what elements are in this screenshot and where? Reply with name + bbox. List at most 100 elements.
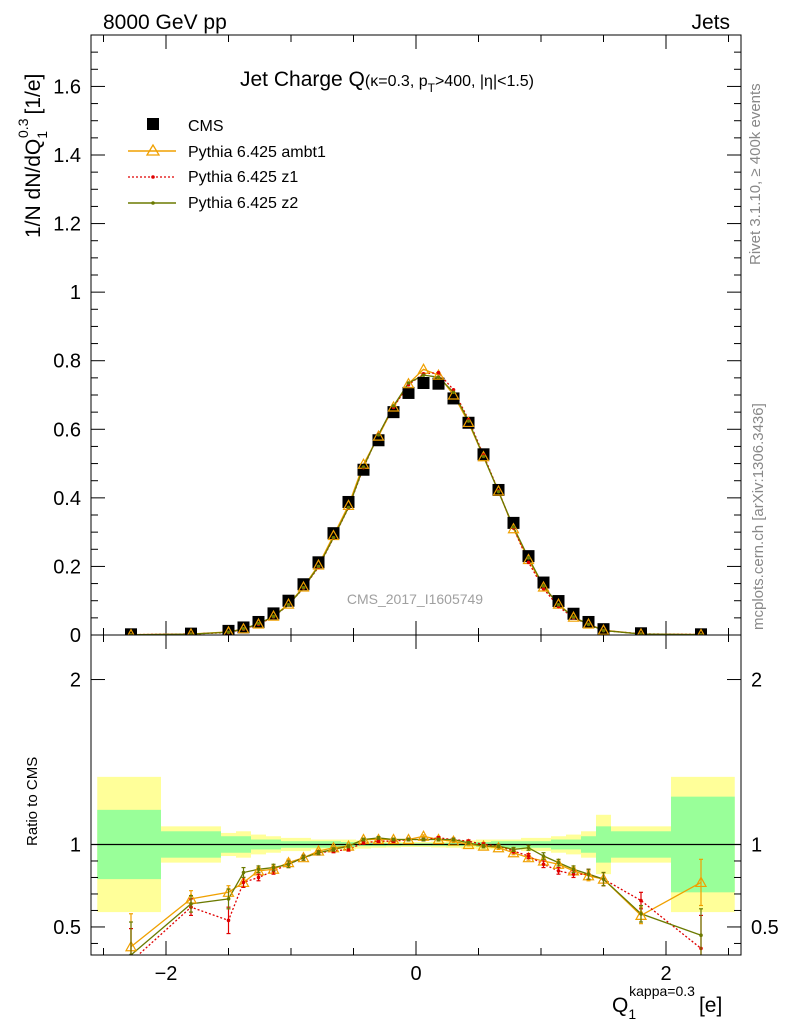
watermark: CMS_2017_I1605749 xyxy=(347,591,483,607)
ratio-point-z2 xyxy=(466,841,471,845)
main-point-ambt1 xyxy=(297,580,310,592)
ratio-point-ambt1 xyxy=(492,841,505,853)
ratio-point-z2 xyxy=(526,845,531,850)
x-label-sub: 1 xyxy=(628,1006,636,1022)
main-y-tick-label: 1.2 xyxy=(53,214,81,236)
ratio-point-z2 xyxy=(556,860,561,865)
main-point-ambt1 xyxy=(237,622,250,634)
cms-point xyxy=(695,628,707,635)
main-point-z1 xyxy=(436,370,441,375)
ratio-point-ambt1 xyxy=(582,869,595,881)
ratio-point-ambt1 xyxy=(694,876,708,888)
legend-marker-z1 xyxy=(151,175,155,179)
main-point-z2 xyxy=(586,622,591,627)
ratio-point-z1 xyxy=(226,918,231,923)
main-point-ambt1 xyxy=(477,450,490,462)
ratio-point-z2 xyxy=(226,897,231,901)
ratio-y-tick-labels: 0.5 0.5 1 1 2 2 xyxy=(53,670,779,939)
main-point-z2 xyxy=(376,432,381,437)
main-point-ambt1 xyxy=(507,522,520,534)
main-point-ambt1 xyxy=(312,558,325,570)
ratio-point-z2 xyxy=(406,837,411,842)
main-y-tick-label: 1.4 xyxy=(53,145,81,167)
ratio-point-z2 xyxy=(271,865,276,870)
ratio-point-z2 xyxy=(189,902,193,906)
cms-point xyxy=(185,627,197,635)
ratio-point-z2 xyxy=(601,877,606,881)
ratio-point-z2 xyxy=(451,837,456,842)
main-point-z2 xyxy=(639,632,643,635)
main-point-ambt1 xyxy=(402,377,415,389)
main-point-z2 xyxy=(436,375,441,379)
ratio-point-z1 xyxy=(526,854,531,858)
ratio-y-tick-label: 0.5 xyxy=(53,917,81,939)
ratio-point-ambt1 xyxy=(297,851,310,863)
x-label-unit: [e] xyxy=(699,994,722,1017)
legend-label-z1: Pythia 6.425 z1 xyxy=(188,169,298,186)
ratio-series-layer xyxy=(124,830,708,955)
ratio-point-z2 xyxy=(346,844,351,848)
ratio-point-z2 xyxy=(586,872,591,876)
ratio-uncertainty-bands xyxy=(91,776,741,913)
main-point-ambt1 xyxy=(282,597,295,609)
ratio-point-z2 xyxy=(541,854,546,858)
ratio-point-z2 xyxy=(301,855,306,860)
main-point-z2 xyxy=(271,614,276,619)
ratio-point-z2 xyxy=(331,847,336,852)
ratio-point-z2 xyxy=(316,850,321,855)
main-point-ambt1 xyxy=(223,625,234,635)
ratio-y-tick-label-right: 0.5 xyxy=(751,917,779,939)
ratio-point-z1 xyxy=(241,880,246,885)
main-point-z2 xyxy=(316,564,321,569)
x-tick-label: −2 xyxy=(155,963,178,985)
ratio-point-z1 xyxy=(346,847,351,852)
ratio-y-tick-label-right: 1 xyxy=(751,834,762,856)
chart-title-rest: >400, |η|<1.5) xyxy=(435,73,534,90)
main-y-label-text: 1/N dN/dQ xyxy=(22,139,45,238)
chart-title: Jet Charge Q(κ=0.3, pT>400, |η|<1.5) xyxy=(240,68,534,95)
x-tick-labels: −2 0 2 xyxy=(155,963,672,985)
ratio-point-z2 xyxy=(391,837,396,842)
ratio-point-z2 xyxy=(571,867,576,872)
main-point-ambt1 xyxy=(636,627,646,635)
main-point-z2 xyxy=(331,535,336,540)
main-point-z2 xyxy=(226,630,231,635)
main-point-z2 xyxy=(511,525,516,529)
ratio-point-z2 xyxy=(639,911,643,916)
main-point-z1 xyxy=(541,586,546,591)
legend: CMS Pythia 6.425 ambt1 Pythia 6.425 z1 P… xyxy=(128,118,326,212)
cms-point xyxy=(417,377,430,389)
ratio-point-ambt1 xyxy=(477,839,490,851)
main-y-label-unit: [1/e] xyxy=(22,74,45,115)
main-point-z2 xyxy=(361,465,366,469)
mcplots-label: mcplots.cern.ch [arXiv:1306.3436] xyxy=(750,403,767,630)
main-y-tick-label: 0.4 xyxy=(53,488,81,510)
main-y-label-sup: 0.3 xyxy=(15,118,31,138)
main-point-z2 xyxy=(571,615,576,619)
cms-point xyxy=(125,628,137,635)
legend-entry-z1: Pythia 6.425 z1 xyxy=(128,169,298,186)
ratio-point-z2 xyxy=(376,836,381,840)
cms-point xyxy=(222,624,235,635)
main-point-z2 xyxy=(699,632,703,635)
legend-entry-cms: CMS xyxy=(147,118,224,135)
ratio-point-z2 xyxy=(256,867,261,872)
ratio-point-z1 xyxy=(571,872,576,876)
main-y-tick-label: 0.6 xyxy=(53,419,81,441)
legend-marker-ambt1 xyxy=(145,143,161,156)
ratio-point-z2 xyxy=(496,844,501,848)
main-point-z2 xyxy=(526,556,531,560)
ratio-y-tick-label: 2 xyxy=(70,670,81,692)
ratio-point-z1 xyxy=(376,839,381,843)
process-label: Jets xyxy=(691,11,730,34)
main-point-ambt1 xyxy=(597,623,610,635)
main-point-ambt1 xyxy=(186,627,196,635)
main-y-tick-label: 0.8 xyxy=(53,351,81,373)
legend-marker-z2 xyxy=(151,201,155,205)
main-y-tick-label: 0.2 xyxy=(53,556,81,578)
ratio-point-z2 xyxy=(286,862,291,867)
main-point-z2 xyxy=(421,373,426,377)
main-y-tick-labels: 0 0.2 0.4 0.6 0.8 1 1.2 1.4 1.6 xyxy=(53,76,81,647)
ratio-point-z1 xyxy=(256,875,261,880)
ratio-point-ambt1 xyxy=(462,838,475,850)
